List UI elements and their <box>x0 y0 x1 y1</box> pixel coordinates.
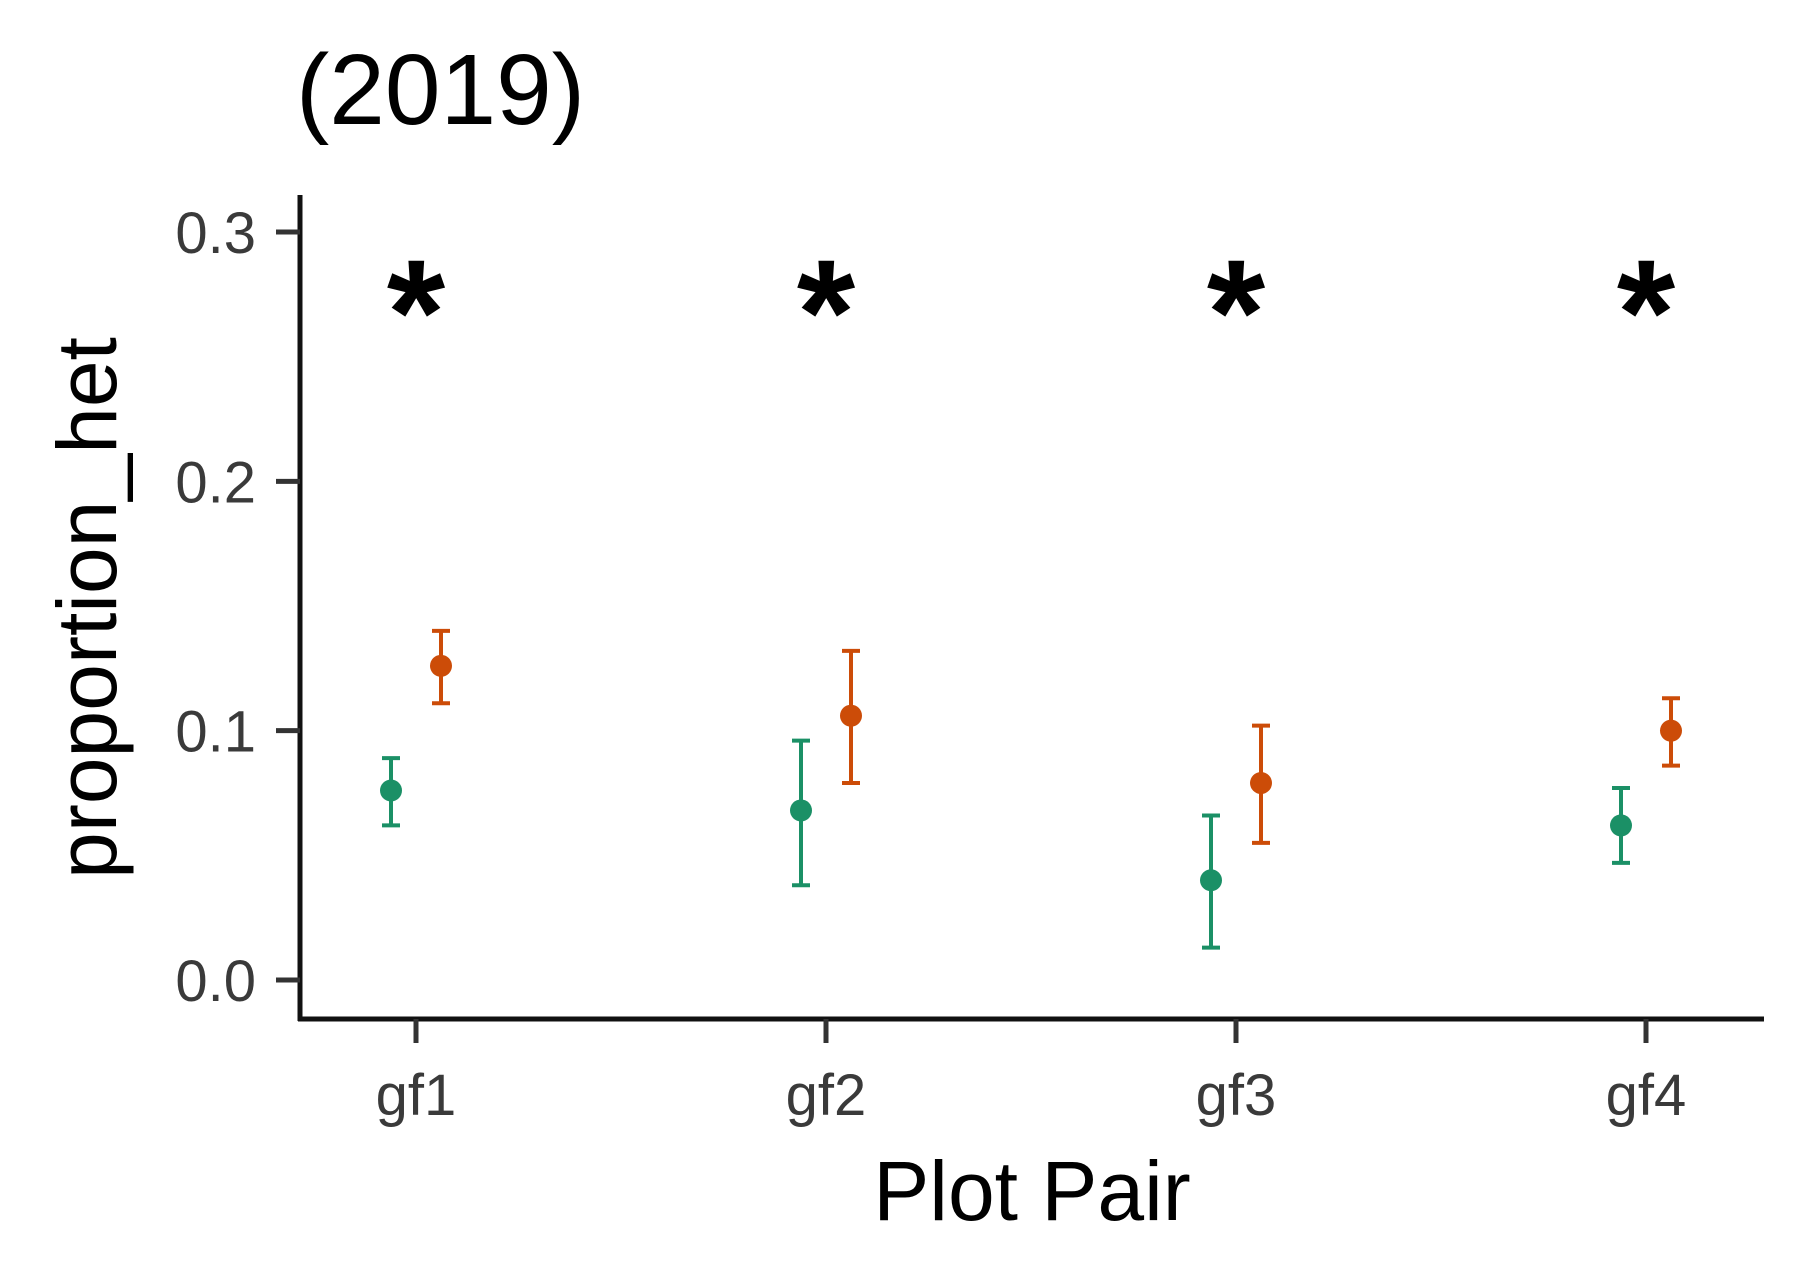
data-point <box>1610 814 1632 837</box>
data-point <box>1200 869 1222 892</box>
x-tick-label: gf4 <box>1606 1063 1687 1128</box>
data-point <box>1250 772 1272 795</box>
significance-star: * <box>797 228 856 396</box>
chart-title: (2019) <box>296 34 585 146</box>
y-tick-label: 0.3 <box>175 201 256 266</box>
significance-star: * <box>387 228 446 396</box>
x-axis-title: Plot Pair <box>873 1144 1190 1238</box>
significance-star: * <box>1617 228 1676 396</box>
data-point <box>1660 719 1682 742</box>
significance-star: * <box>1207 228 1266 396</box>
y-tick-label: 0.0 <box>175 949 256 1014</box>
x-tick-label: gf1 <box>376 1063 457 1128</box>
data-point <box>790 799 812 822</box>
data-point <box>430 654 452 677</box>
data-point <box>380 779 402 802</box>
x-tick-label: gf3 <box>1196 1063 1277 1128</box>
plot-area <box>380 628 1682 950</box>
x-tick-label: gf2 <box>786 1063 867 1128</box>
y-axis-title: proportion_het <box>40 337 134 879</box>
y-tick-label: 0.2 <box>175 450 256 515</box>
y-tick-label: 0.1 <box>175 700 256 765</box>
data-point <box>840 704 862 727</box>
